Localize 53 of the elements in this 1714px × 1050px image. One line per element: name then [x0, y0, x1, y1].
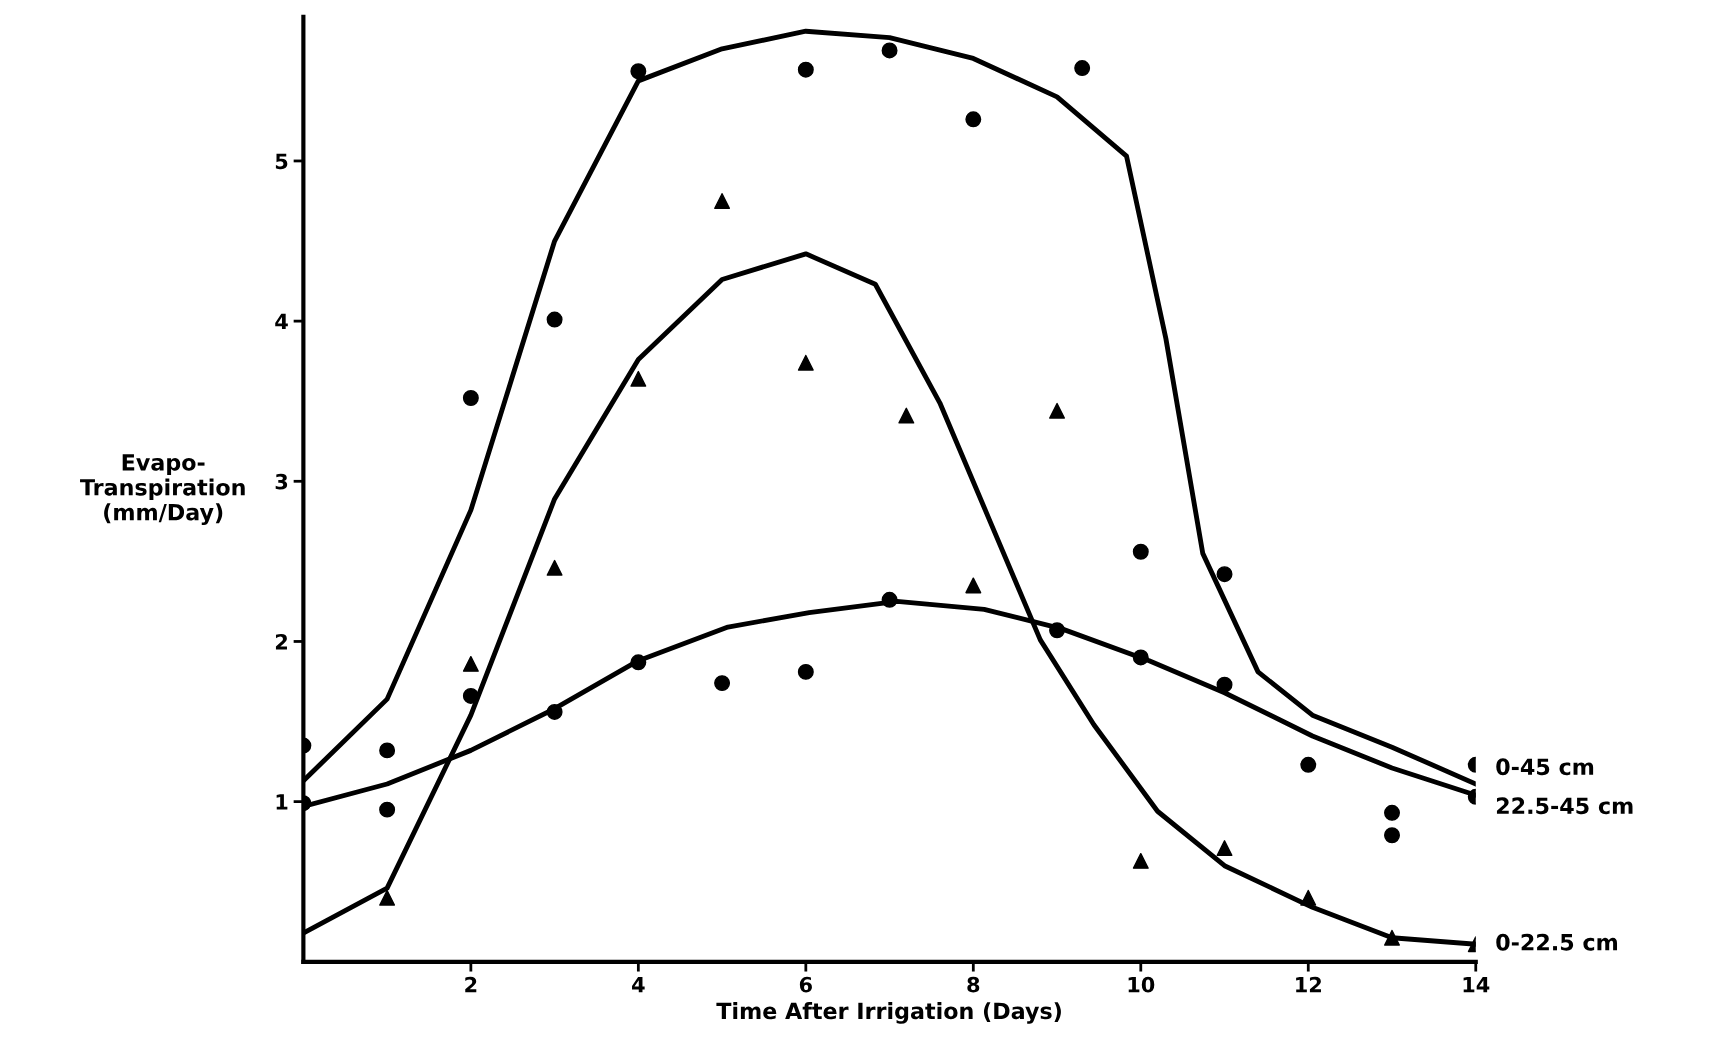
point	[965, 577, 982, 594]
point	[714, 675, 731, 692]
point	[1049, 622, 1066, 639]
point	[1132, 852, 1149, 869]
point	[630, 654, 647, 671]
point	[1384, 804, 1400, 821]
point	[630, 370, 647, 387]
point	[797, 61, 814, 78]
point	[714, 193, 731, 209]
point	[1384, 827, 1400, 844]
point	[797, 354, 814, 371]
point	[1216, 566, 1233, 583]
point	[1074, 60, 1091, 77]
point	[379, 742, 396, 759]
point	[1216, 676, 1233, 693]
point	[1132, 649, 1149, 666]
point	[898, 407, 915, 424]
point	[630, 63, 647, 80]
point	[379, 889, 396, 906]
point	[546, 703, 563, 720]
point	[965, 111, 982, 128]
y-tick-label: 1	[276, 794, 288, 810]
x-tick-label: 2	[465, 976, 477, 993]
point	[462, 655, 479, 672]
series-label: 0-45 cm	[1496, 758, 1594, 776]
point	[1132, 543, 1149, 560]
x-tick-label: 12	[1296, 976, 1321, 993]
x-axis-title: Time After Irrigation (Days)	[716, 1002, 1061, 1024]
point	[1300, 756, 1317, 773]
x-tick-label: 8	[967, 976, 980, 993]
point	[462, 390, 479, 406]
y-tick-label: 5	[275, 153, 288, 170]
point	[881, 42, 898, 59]
y-tick-label: 4	[275, 313, 288, 330]
x-tick-label: 4	[632, 977, 645, 993]
point	[1049, 402, 1066, 419]
point	[379, 801, 396, 818]
series-label: 0-22.5 cm	[1496, 933, 1618, 951]
y-axis-title: Evapo- Transpiration (mm/Day)	[80, 454, 245, 526]
series-label: 22.5-45 cm	[1496, 797, 1633, 815]
x-tick-label: 6	[799, 976, 812, 993]
x-tick-label: 14	[1463, 977, 1490, 993]
point	[462, 687, 479, 704]
point	[1216, 840, 1233, 857]
y-tick-label: 3	[275, 473, 288, 490]
point	[1300, 889, 1317, 906]
x-tick-label: 10	[1128, 976, 1155, 993]
point	[1384, 929, 1400, 946]
point	[546, 559, 563, 576]
point	[881, 591, 898, 608]
y-tick-label: 2	[275, 633, 287, 650]
point	[797, 663, 814, 680]
point	[546, 311, 563, 328]
